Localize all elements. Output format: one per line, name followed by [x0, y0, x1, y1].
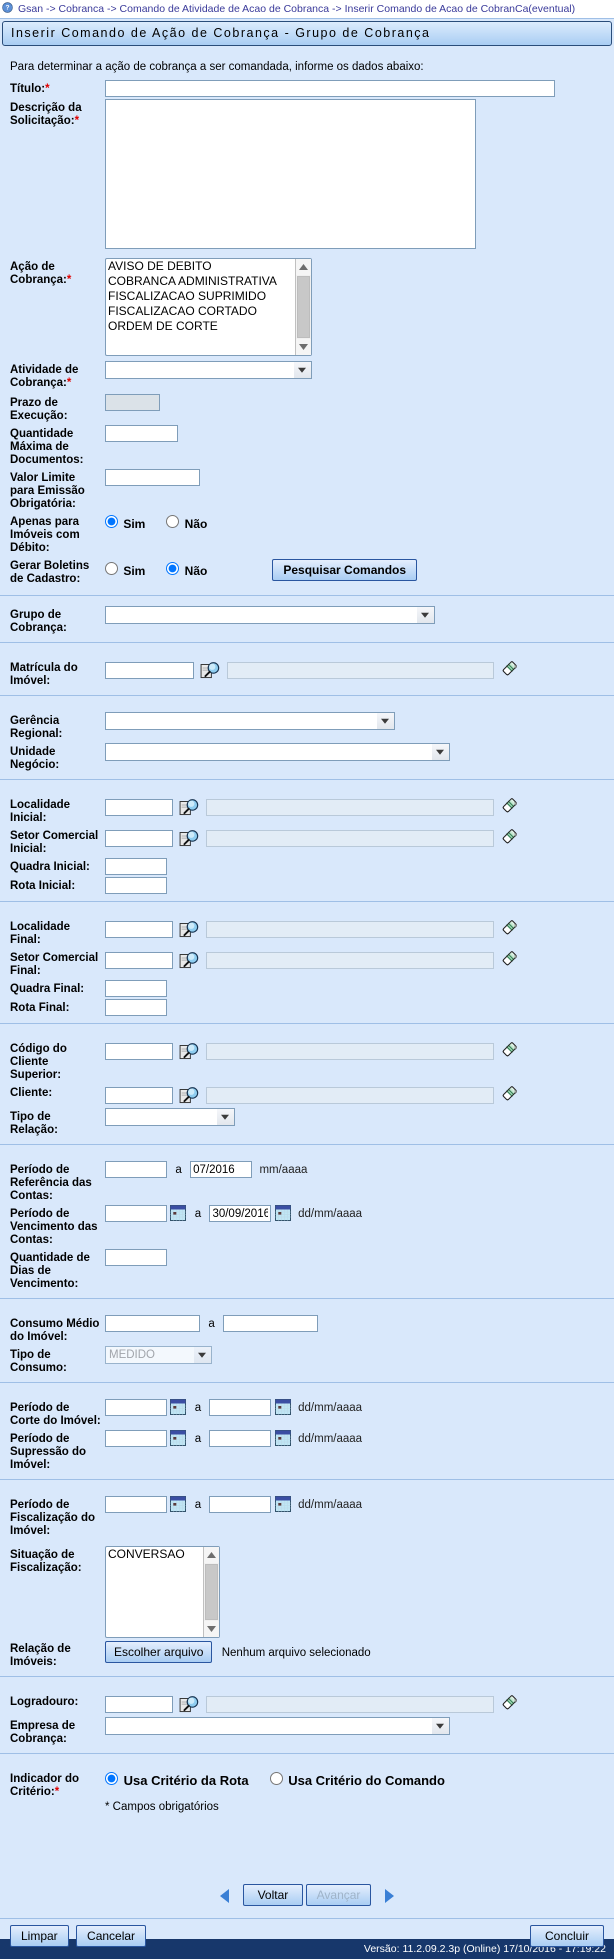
svg-text:?: ? — [5, 5, 9, 12]
